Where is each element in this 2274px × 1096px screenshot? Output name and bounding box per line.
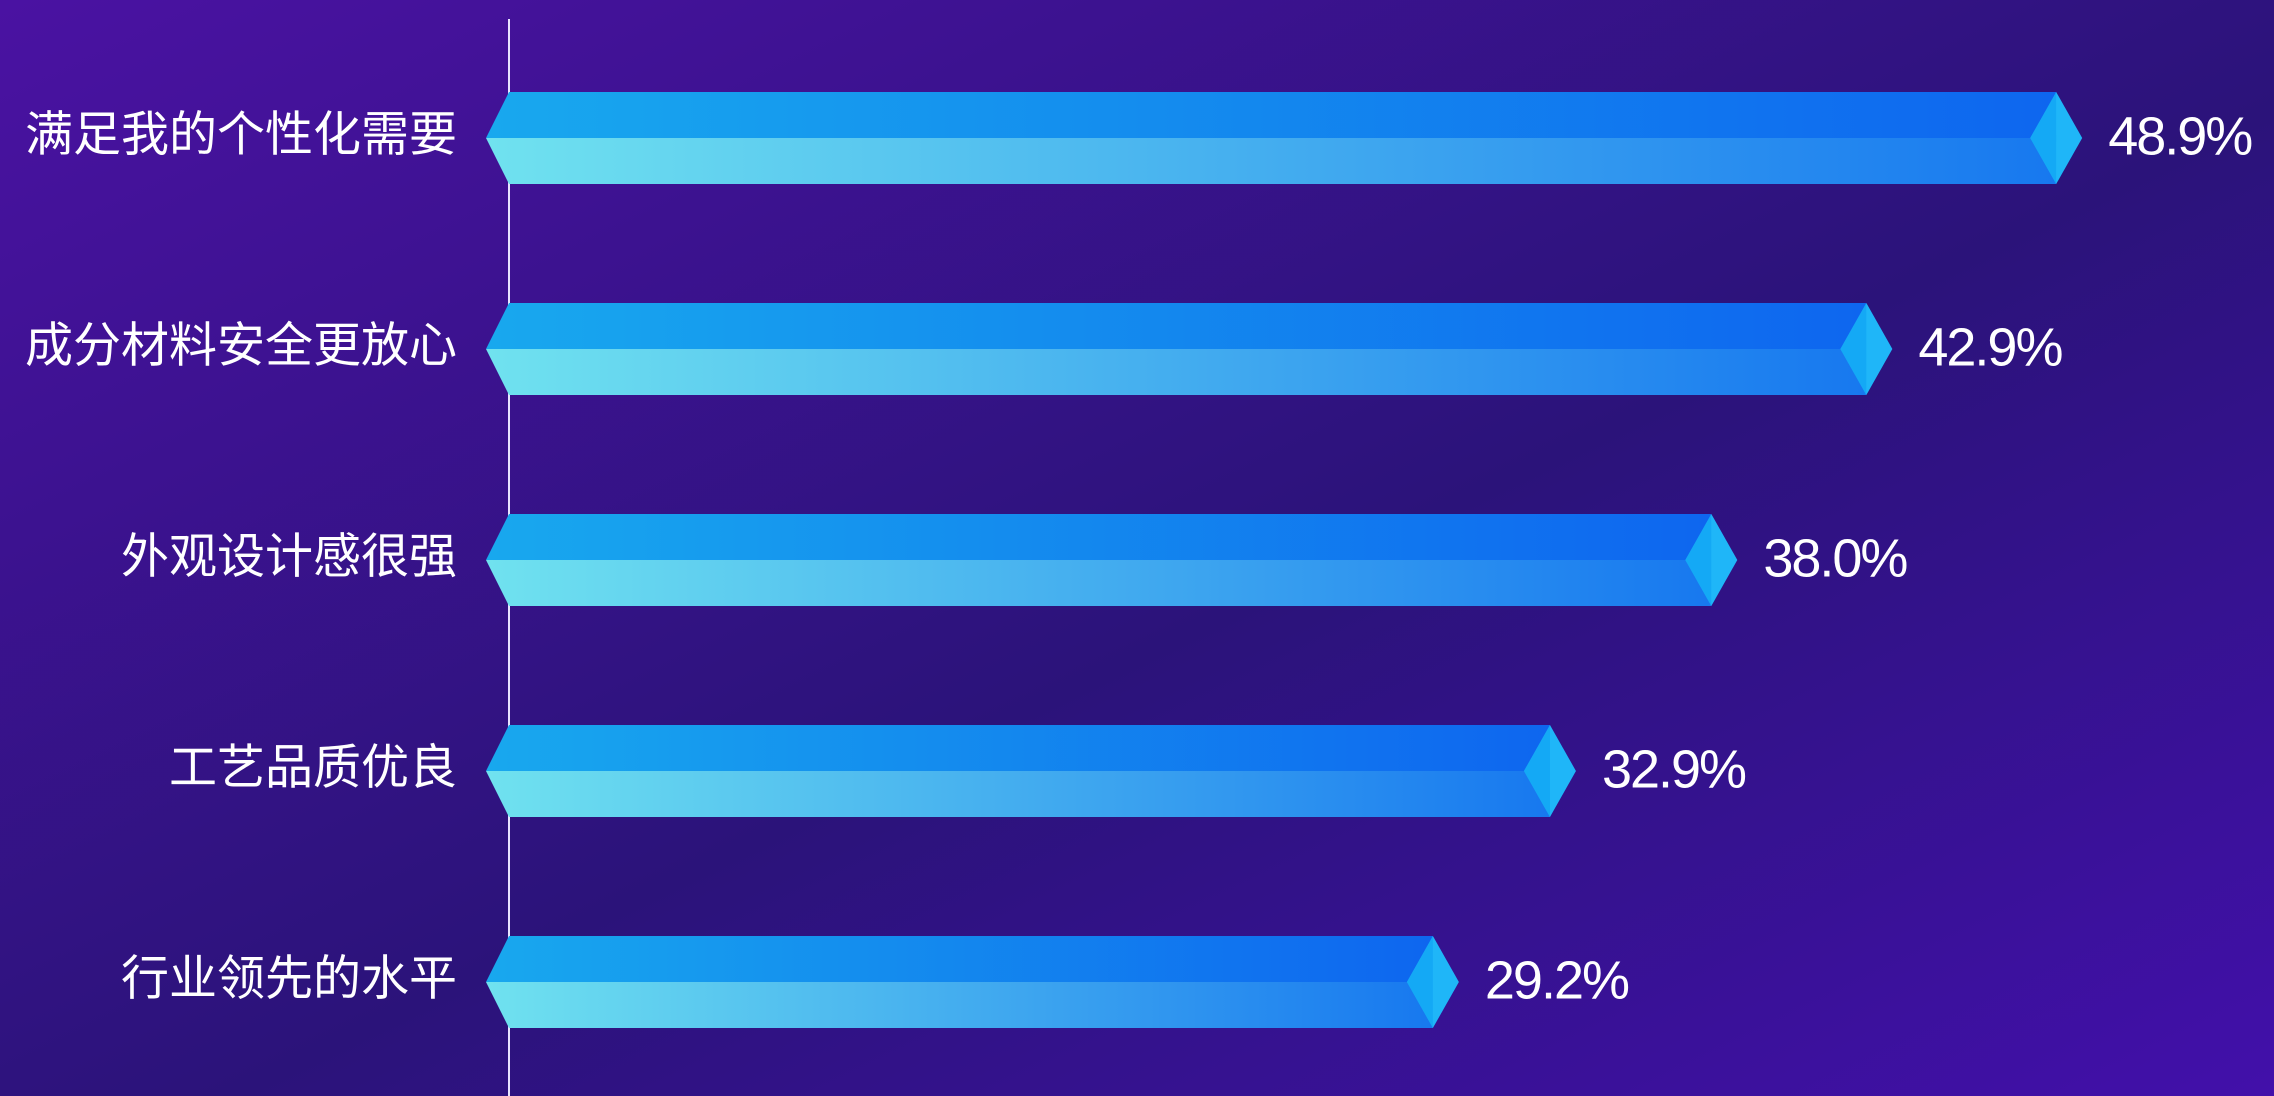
bar-bottom bbox=[486, 771, 1550, 817]
bar-top bbox=[486, 725, 1550, 771]
bar-top bbox=[486, 936, 1433, 982]
bar-bottom bbox=[486, 138, 2057, 184]
value-label: 38.0% bbox=[1763, 528, 1907, 588]
category-label: 行业领先的水平 bbox=[121, 953, 457, 1006]
bar bbox=[486, 92, 2083, 184]
category-label: 满足我的个性化需要 bbox=[25, 109, 457, 162]
bar-tip-shade bbox=[1406, 936, 1433, 1028]
bar-bottom bbox=[486, 349, 1867, 395]
bar-bottom bbox=[486, 982, 1433, 1028]
bar-top bbox=[486, 303, 1867, 349]
value-label: 48.9% bbox=[2108, 106, 2252, 166]
bar-top bbox=[486, 92, 2057, 138]
value-label: 42.9% bbox=[1918, 317, 2062, 377]
category-label: 成分材料安全更放心 bbox=[25, 320, 457, 373]
bar-tip-shade bbox=[2030, 92, 2057, 184]
bar bbox=[486, 725, 1576, 817]
bar bbox=[486, 514, 1738, 606]
category-label: 工艺品质优良 bbox=[169, 742, 457, 795]
bar bbox=[486, 936, 1459, 1028]
value-label: 29.2% bbox=[1485, 950, 1629, 1010]
bar-bottom bbox=[486, 560, 1712, 606]
category-label: 外观设计感很强 bbox=[121, 531, 457, 584]
bar-tip-shade bbox=[1840, 303, 1867, 395]
bar-tip-shade bbox=[1523, 725, 1550, 817]
value-label: 32.9% bbox=[1602, 739, 1746, 799]
bar bbox=[486, 303, 1893, 395]
bar-top bbox=[486, 514, 1712, 560]
bar-tip-shade bbox=[1685, 514, 1712, 606]
